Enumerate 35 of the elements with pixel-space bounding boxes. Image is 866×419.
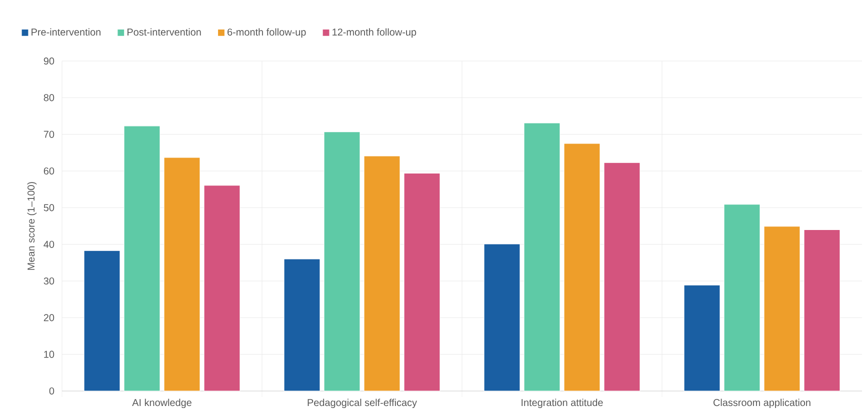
bar <box>684 284 720 392</box>
y-tick-label: 40 <box>44 240 54 248</box>
bar <box>804 229 840 392</box>
legend-label: 6-month follow-up <box>228 28 306 38</box>
y-tick-label: 70 <box>44 130 54 138</box>
bar <box>204 185 240 392</box>
x-tick-label: Pedagogical self-efficacy <box>308 398 417 408</box>
bar <box>604 162 640 392</box>
bar <box>164 157 200 392</box>
bar <box>724 204 760 392</box>
y-axis-title: Mean score (1–100) <box>27 182 37 270</box>
bar <box>564 143 600 392</box>
bar <box>84 250 120 392</box>
bar <box>764 226 800 392</box>
y-tick-label: 60 <box>44 167 54 175</box>
bar <box>364 156 400 392</box>
legend-label: Pre-intervention <box>32 28 100 36</box>
x-tick-label: Classroom application <box>714 398 810 408</box>
legend-label: Post-intervention <box>128 28 201 36</box>
x-tick-label: Integration attitude <box>522 398 603 408</box>
y-tick-label: 80 <box>44 94 54 102</box>
bar <box>124 126 160 392</box>
bar <box>404 172 440 392</box>
y-tick-label: 90 <box>44 57 54 65</box>
x-tick-label: AI knowledge <box>132 398 192 408</box>
y-tick-label: 0 <box>49 387 54 395</box>
bar <box>324 131 360 392</box>
bar <box>524 122 560 392</box>
legend-label: 12-month follow-up <box>332 28 416 38</box>
bar <box>484 244 520 392</box>
y-tick-label: 10 <box>44 350 54 358</box>
bar <box>284 258 320 392</box>
y-tick-label: 20 <box>44 314 54 322</box>
y-tick-label: 50 <box>44 204 54 212</box>
y-tick-label: 30 <box>44 277 54 285</box>
